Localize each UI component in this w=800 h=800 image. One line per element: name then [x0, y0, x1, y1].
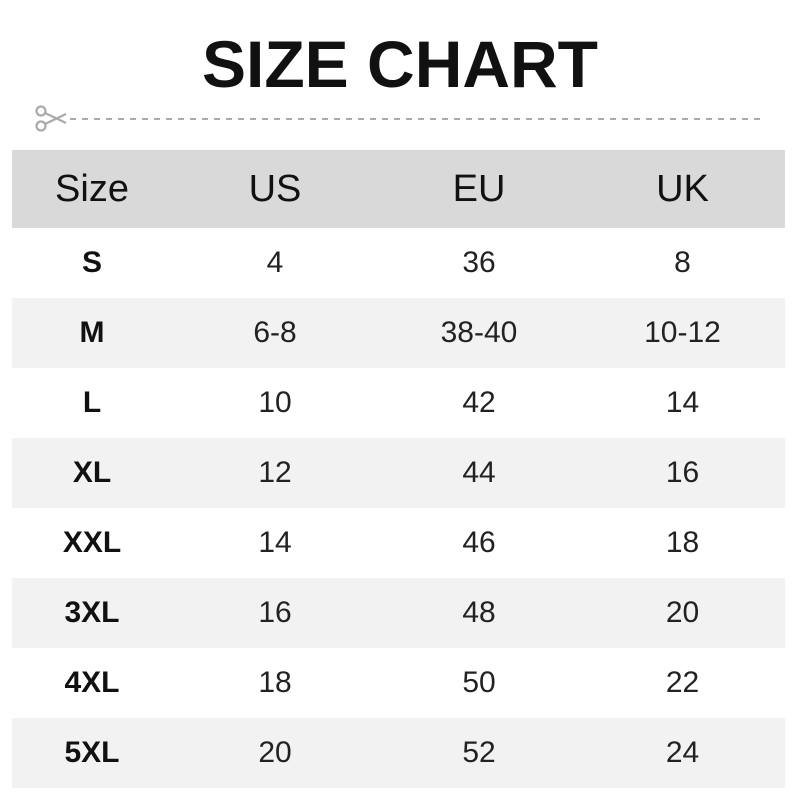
cell-uk: 20 [665, 596, 700, 629]
cell-us: 14 [258, 526, 292, 559]
cell-uk: 22 [665, 666, 700, 699]
cut-line [35, 105, 766, 132]
header-size: Size [55, 167, 129, 210]
table-row: XXL 14 46 18 [12, 508, 785, 578]
table-header: Size US EU UK [12, 150, 785, 228]
cell-us: 6-8 [253, 316, 297, 349]
cell-us: 18 [258, 666, 292, 699]
cell-uk: 24 [665, 736, 700, 769]
scissors-icon [35, 105, 67, 132]
size-table: Size US EU UK S 4 36 8 M 6-8 38-40 10-12 L 10 42 14… [12, 150, 785, 788]
cell-uk: 18 [665, 526, 700, 559]
table-row: S 4 36 8 [12, 228, 785, 298]
cell-eu: 46 [462, 526, 496, 559]
table-row: 4XL 18 50 22 [12, 648, 785, 718]
cell-size: L [82, 386, 102, 419]
table-row: M 6-8 38-40 10-12 [12, 298, 785, 368]
cell-size: 5XL [64, 736, 120, 769]
cell-us: 16 [258, 596, 292, 629]
cell-uk: 16 [665, 456, 700, 489]
table-row: 5XL 20 52 24 [12, 718, 785, 788]
table-row: L 10 42 14 [12, 368, 785, 438]
cell-eu: 42 [462, 386, 496, 419]
cell-size: 3XL [64, 596, 120, 629]
cell-us: 12 [258, 456, 292, 489]
header-eu: EU [452, 167, 506, 210]
header-us: US [248, 167, 302, 210]
table-row: XL 12 44 16 [12, 438, 785, 508]
cell-us: 20 [258, 736, 292, 769]
cell-us: 4 [266, 246, 284, 279]
table-row: 3XL 16 48 20 [12, 578, 785, 648]
cell-uk: 8 [674, 246, 691, 279]
cell-uk: 14 [665, 386, 700, 419]
page-title: SIZE CHART [202, 27, 598, 101]
cell-size: S [81, 246, 102, 279]
cell-size: 4XL [64, 666, 120, 699]
cell-eu: 38-40 [440, 316, 518, 349]
cell-us: 10 [258, 386, 292, 419]
cell-uk: 10-12 [644, 316, 721, 349]
cell-size: XL [72, 456, 112, 489]
cell-size: XXL [62, 526, 122, 559]
header-uk: UK [656, 167, 709, 210]
cell-eu: 36 [462, 246, 496, 279]
cell-eu: 48 [462, 596, 496, 629]
cell-size: M [79, 316, 105, 349]
cell-eu: 44 [462, 456, 496, 489]
cell-eu: 52 [462, 736, 496, 769]
cell-eu: 50 [462, 666, 496, 699]
